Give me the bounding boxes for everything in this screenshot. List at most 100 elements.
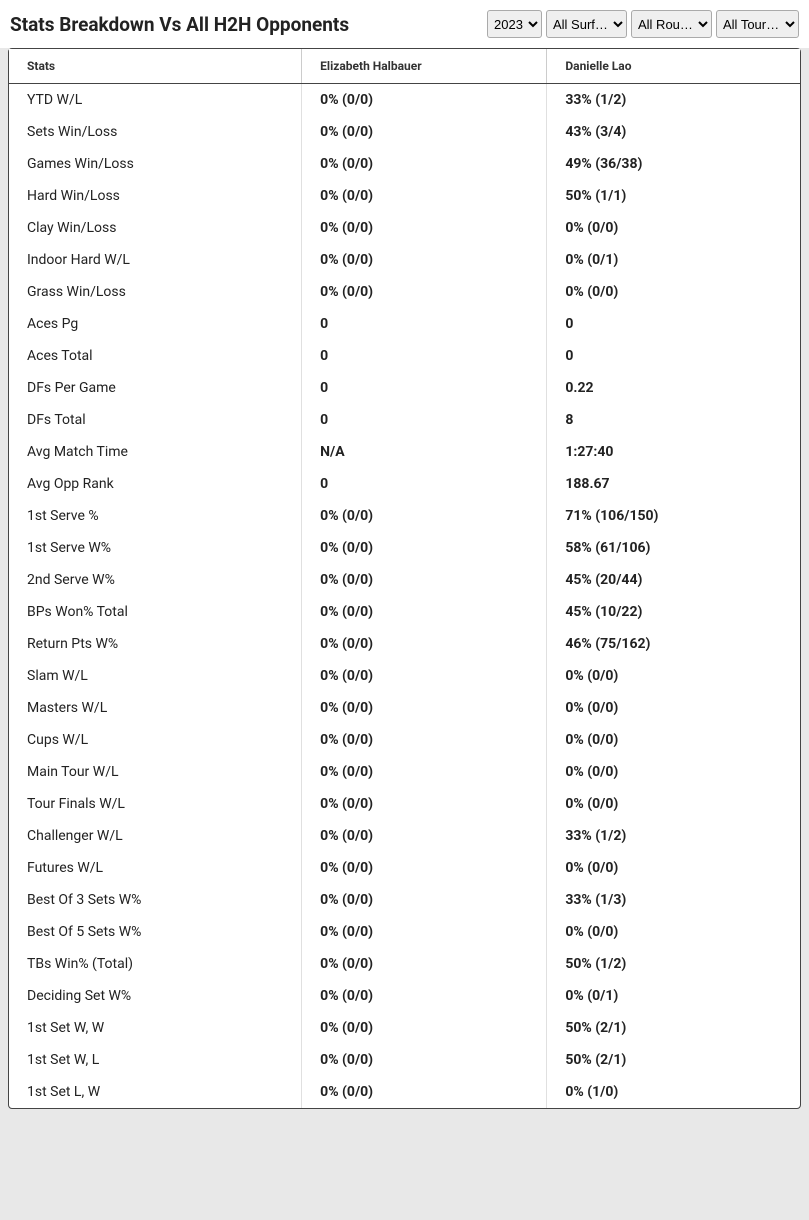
- stat-value-player2: 0: [547, 340, 800, 372]
- stat-value-player1: 0% (0/0): [302, 564, 547, 596]
- stat-label: Aces Total: [9, 340, 302, 372]
- stat-label: Masters W/L: [9, 692, 302, 724]
- table-row: Clay Win/Loss0% (0/0)0% (0/0): [9, 212, 800, 244]
- stat-value-player2: 49% (36/38): [547, 148, 800, 180]
- stat-value-player2: 0% (1/0): [547, 1076, 800, 1108]
- table-row: Aces Pg00: [9, 308, 800, 340]
- stat-label: Clay Win/Loss: [9, 212, 302, 244]
- stat-value-player2: 50% (1/1): [547, 180, 800, 212]
- table-row: Cups W/L0% (0/0)0% (0/0): [9, 724, 800, 756]
- table-row: Avg Opp Rank0188.67: [9, 468, 800, 500]
- stat-value-player1: 0% (0/0): [302, 1044, 547, 1076]
- stat-value-player1: 0% (0/0): [302, 756, 547, 788]
- table-row: Main Tour W/L0% (0/0)0% (0/0): [9, 756, 800, 788]
- stat-label: Avg Match Time: [9, 436, 302, 468]
- stat-label: Futures W/L: [9, 852, 302, 884]
- table-row: 1st Serve W%0% (0/0)58% (61/106): [9, 532, 800, 564]
- stat-value-player2: 0% (0/0): [547, 916, 800, 948]
- stat-label: Aces Pg: [9, 308, 302, 340]
- stat-label: Deciding Set W%: [9, 980, 302, 1012]
- stat-label: Grass Win/Loss: [9, 276, 302, 308]
- table-row: Challenger W/L0% (0/0)33% (1/2): [9, 820, 800, 852]
- stat-label: YTD W/L: [9, 84, 302, 117]
- stat-label: 2nd Serve W%: [9, 564, 302, 596]
- stat-value-player1: 0: [302, 468, 547, 500]
- stat-value-player2: 50% (2/1): [547, 1012, 800, 1044]
- stat-value-player1: 0% (0/0): [302, 84, 547, 117]
- round-select[interactable]: All Rou…: [631, 10, 712, 38]
- table-row: Aces Total00: [9, 340, 800, 372]
- stat-value-player2: 0% (0/0): [547, 852, 800, 884]
- stat-value-player1: 0% (0/0): [302, 724, 547, 756]
- stat-label: Indoor Hard W/L: [9, 244, 302, 276]
- stat-value-player2: 8: [547, 404, 800, 436]
- stat-value-player1: 0% (0/0): [302, 532, 547, 564]
- col-player1: Elizabeth Halbauer: [302, 49, 547, 84]
- table-row: DFs Per Game00.22: [9, 372, 800, 404]
- table-row: 1st Serve %0% (0/0)71% (106/150): [9, 500, 800, 532]
- stat-value-player1: 0% (0/0): [302, 852, 547, 884]
- stat-value-player1: N/A: [302, 436, 547, 468]
- table-row: Indoor Hard W/L0% (0/0)0% (0/1): [9, 244, 800, 276]
- stat-label: Cups W/L: [9, 724, 302, 756]
- stat-value-player2: 0: [547, 308, 800, 340]
- stat-value-player2: 0% (0/0): [547, 660, 800, 692]
- stat-value-player1: 0% (0/0): [302, 884, 547, 916]
- table-row: Best Of 3 Sets W%0% (0/0)33% (1/3): [9, 884, 800, 916]
- table-header-row: Stats Elizabeth Halbauer Danielle Lao: [9, 49, 800, 84]
- year-select[interactable]: 2023: [487, 10, 542, 38]
- stat-label: 1st Set W, L: [9, 1044, 302, 1076]
- filter-group: 2023 All Surf… All Rou… All Tour…: [487, 10, 799, 38]
- stat-label: 1st Set W, W: [9, 1012, 302, 1044]
- table-row: Masters W/L0% (0/0)0% (0/0): [9, 692, 800, 724]
- table-row: Sets Win/Loss0% (0/0)43% (3/4): [9, 116, 800, 148]
- stats-table-wrapper: Stats Elizabeth Halbauer Danielle Lao YT…: [8, 48, 801, 1109]
- table-row: TBs Win% (Total)0% (0/0)50% (1/2): [9, 948, 800, 980]
- stat-value-player2: 33% (1/3): [547, 884, 800, 916]
- stat-value-player2: 33% (1/2): [547, 820, 800, 852]
- stat-label: Sets Win/Loss: [9, 116, 302, 148]
- stat-value-player2: 188.67: [547, 468, 800, 500]
- header: Stats Breakdown Vs All H2H Opponents 202…: [0, 0, 809, 48]
- stat-value-player1: 0% (0/0): [302, 788, 547, 820]
- table-row: Best Of 5 Sets W%0% (0/0)0% (0/0): [9, 916, 800, 948]
- stat-value-player1: 0% (0/0): [302, 276, 547, 308]
- table-row: Grass Win/Loss0% (0/0)0% (0/0): [9, 276, 800, 308]
- stat-value-player2: 0% (0/0): [547, 788, 800, 820]
- stat-value-player2: 46% (75/162): [547, 628, 800, 660]
- table-row: Avg Match TimeN/A1:27:40: [9, 436, 800, 468]
- table-row: DFs Total08: [9, 404, 800, 436]
- stat-label: 1st Serve W%: [9, 532, 302, 564]
- col-stats: Stats: [9, 49, 302, 84]
- table-row: 1st Set L, W0% (0/0)0% (1/0): [9, 1076, 800, 1108]
- stat-value-player2: 71% (106/150): [547, 500, 800, 532]
- stat-value-player2: 0% (0/0): [547, 756, 800, 788]
- table-row: Deciding Set W%0% (0/0)0% (0/1): [9, 980, 800, 1012]
- table-row: Futures W/L0% (0/0)0% (0/0): [9, 852, 800, 884]
- stat-label: Main Tour W/L: [9, 756, 302, 788]
- stat-value-player2: 0% (0/0): [547, 276, 800, 308]
- stat-label: 1st Serve %: [9, 500, 302, 532]
- stat-value-player1: 0% (0/0): [302, 980, 547, 1012]
- stat-value-player1: 0% (0/0): [302, 148, 547, 180]
- page-title: Stats Breakdown Vs All H2H Opponents: [10, 13, 349, 36]
- stat-label: Avg Opp Rank: [9, 468, 302, 500]
- stat-label: Tour Finals W/L: [9, 788, 302, 820]
- stat-value-player2: 0% (0/0): [547, 724, 800, 756]
- stat-value-player1: 0% (0/0): [302, 820, 547, 852]
- stat-value-player1: 0% (0/0): [302, 596, 547, 628]
- stat-value-player1: 0% (0/0): [302, 1076, 547, 1108]
- tour-select[interactable]: All Tour…: [716, 10, 799, 38]
- surface-select[interactable]: All Surf…: [546, 10, 627, 38]
- stat-value-player2: 45% (20/44): [547, 564, 800, 596]
- table-row: Tour Finals W/L0% (0/0)0% (0/0): [9, 788, 800, 820]
- stat-label: Challenger W/L: [9, 820, 302, 852]
- stat-label: Best Of 3 Sets W%: [9, 884, 302, 916]
- table-row: 1st Set W, W0% (0/0)50% (2/1): [9, 1012, 800, 1044]
- stat-value-player2: 0% (0/0): [547, 212, 800, 244]
- stat-value-player2: 58% (61/106): [547, 532, 800, 564]
- stat-value-player2: 50% (1/2): [547, 948, 800, 980]
- stat-value-player1: 0% (0/0): [302, 116, 547, 148]
- stats-table: Stats Elizabeth Halbauer Danielle Lao YT…: [9, 49, 800, 1108]
- stat-value-player1: 0% (0/0): [302, 180, 547, 212]
